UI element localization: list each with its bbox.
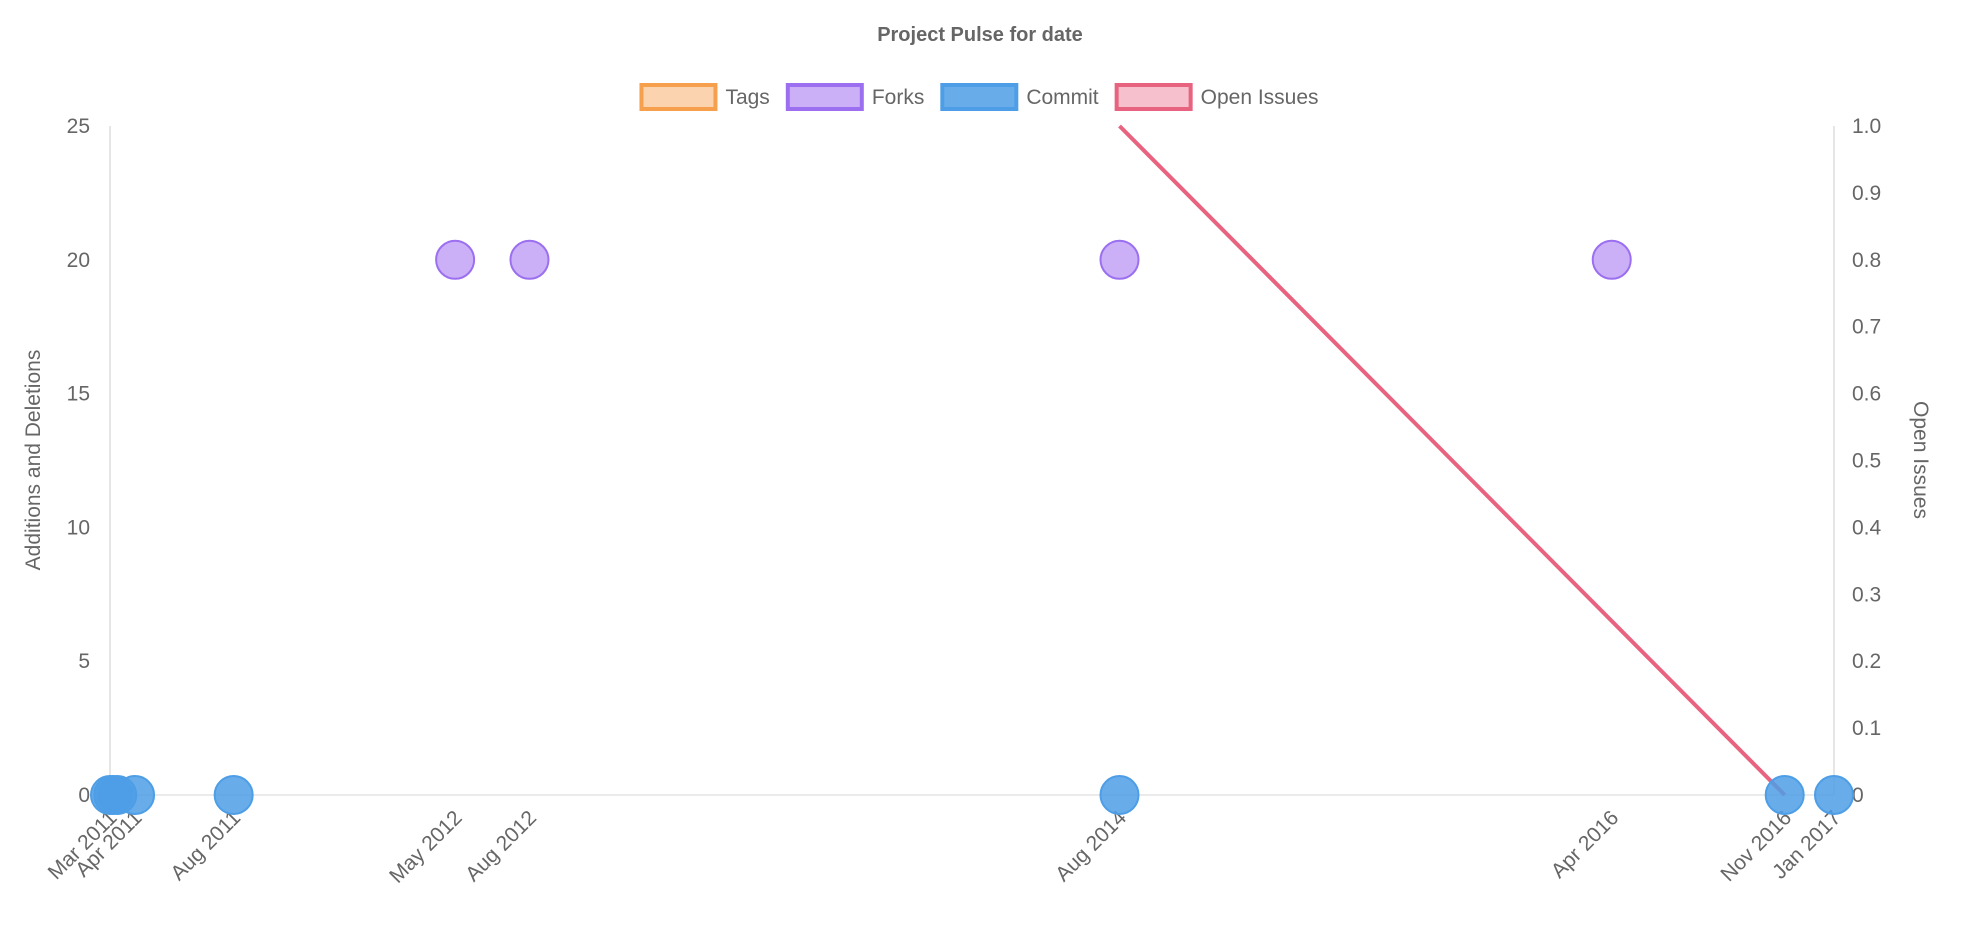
chart-legend: Tags Forks Commit Open Issues: [639, 83, 1319, 111]
right-y-tick-label: 0.9: [1852, 182, 1881, 205]
right-y-tick-label: 0.7: [1852, 316, 1881, 339]
plot-area: [90, 124, 1854, 815]
forks-point: [509, 239, 550, 280]
left-y-tick-label: 15: [67, 383, 90, 406]
x-tick-label: May 2012: [385, 806, 466, 887]
left-y-tick-label: 25: [67, 115, 90, 138]
x-tick-label: Aug 2014: [1051, 806, 1131, 886]
open-issues-line: [1118, 124, 1787, 797]
legend-swatch: [639, 83, 718, 111]
x-tick-label: Aug 2012: [461, 806, 541, 886]
right-y-axis-title: Open Issues: [1909, 401, 1932, 519]
chart-axes: 0 5 10 15 20 25 0 0.1 0.2 0.3 0.4 0.5 0.6 0.7 0.8 0.9 1.…: [44, 115, 1882, 888]
left-y-axis-title: Additions and Deletions: [22, 350, 45, 571]
x-tick-label: Aug 2011: [166, 806, 245, 885]
commit-point: [1764, 775, 1805, 815]
commit-point: [213, 775, 254, 815]
left-y-tick-label: 0: [78, 784, 90, 807]
chart-title: Project Pulse for date: [877, 24, 1083, 46]
legend-swatch: [1114, 83, 1193, 111]
x-tick-label: Apr 2016: [1547, 806, 1624, 883]
legend-swatch: [940, 83, 1019, 111]
forks-point: [1099, 239, 1140, 280]
legend-item-forks[interactable]: Forks: [785, 83, 925, 111]
right-y-tick-label: 0.5: [1852, 450, 1881, 473]
legend-item-commit[interactable]: Commit: [940, 83, 1099, 111]
right-y-tick-label: 0.4: [1852, 516, 1882, 539]
right-y-tick-label: 0: [1852, 784, 1864, 807]
right-y-tick-label: 0.3: [1852, 583, 1881, 606]
legend-item-tags[interactable]: Tags: [639, 83, 770, 111]
commit-point: [1099, 775, 1140, 815]
forks-point: [1591, 239, 1632, 280]
right-y-tick-label: 1.0: [1852, 115, 1881, 138]
right-y-tick-label: 0.2: [1852, 650, 1881, 673]
legend-item-open-issues[interactable]: Open Issues: [1114, 83, 1319, 111]
commit-point: [115, 775, 156, 815]
commit-point: [1814, 775, 1854, 815]
left-y-tick-label: 20: [67, 249, 90, 272]
right-y-tick-label: 0.6: [1852, 383, 1881, 406]
legend-label: Open Issues: [1201, 86, 1319, 109]
legend-label: Commit: [1026, 86, 1098, 109]
legend-label: Forks: [872, 86, 925, 109]
legend-label: Tags: [725, 86, 769, 109]
legend-swatch: [785, 83, 864, 111]
left-y-tick-label: 5: [78, 650, 90, 673]
right-y-tick-label: 0.1: [1852, 717, 1881, 740]
left-y-tick-label: 10: [67, 516, 90, 539]
forks-point: [435, 239, 476, 280]
right-y-tick-label: 0.8: [1852, 249, 1881, 272]
